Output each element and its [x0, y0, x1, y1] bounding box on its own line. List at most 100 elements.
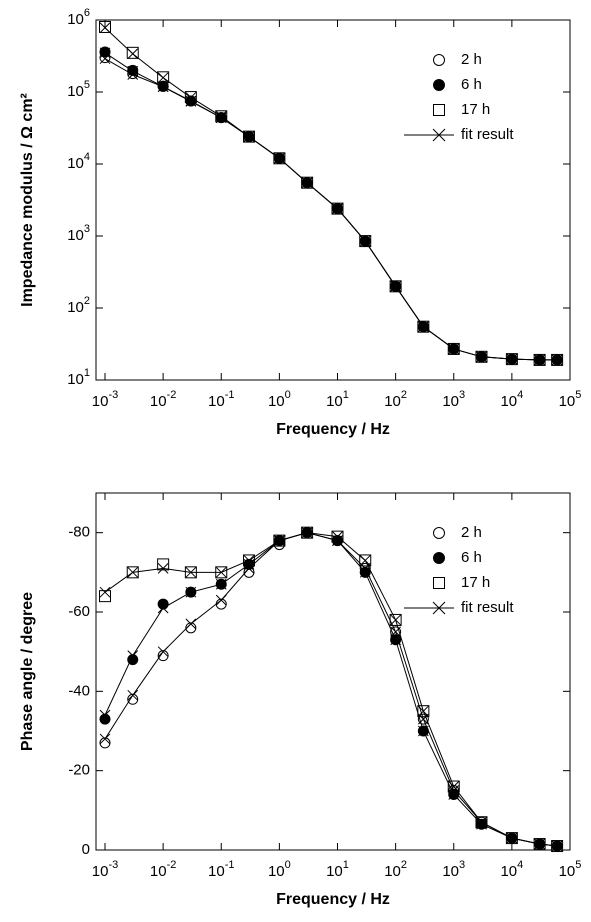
legend-label: fit result [461, 126, 514, 143]
marker [417, 713, 429, 725]
marker [185, 618, 197, 630]
marker [127, 566, 139, 578]
marker [185, 586, 197, 598]
marker [301, 177, 313, 189]
y-tick-label: 102 [67, 295, 90, 316]
marker [242, 554, 255, 567]
plot-frame [95, 19, 571, 381]
marker [99, 586, 111, 598]
x-tick-label: 104 [500, 859, 523, 880]
marker [243, 563, 255, 574]
legend-label: 6 h [461, 549, 482, 566]
marker [215, 112, 227, 124]
marker [157, 72, 169, 84]
marker [127, 654, 139, 666]
marker [185, 622, 197, 634]
x-tick-label: 102 [384, 389, 407, 410]
plot-frame [95, 492, 571, 851]
x-tick-label: 101 [326, 389, 349, 410]
y-axis-title: Phase angle / degree [19, 592, 36, 751]
marker [332, 531, 343, 542]
y-tick-label: -80 [68, 524, 90, 541]
marker [127, 65, 139, 77]
legend-symbol [433, 79, 445, 91]
marker [389, 280, 402, 293]
marker [99, 713, 111, 725]
marker [390, 634, 401, 646]
marker [127, 689, 139, 701]
y-tick-label: 103 [67, 223, 90, 244]
x-tick-label: 10-2 [150, 859, 176, 880]
legend-symbol [433, 552, 445, 564]
marker [99, 709, 111, 721]
marker [448, 789, 460, 800]
marker [127, 693, 139, 705]
x-tick-label: 101 [326, 859, 349, 880]
marker [533, 353, 546, 366]
marker [448, 785, 460, 796]
marker [390, 614, 401, 626]
marker [476, 818, 487, 830]
marker [99, 733, 111, 745]
x-tick-label: 10-1 [208, 389, 234, 410]
x-tick-label: 10-3 [92, 859, 118, 880]
marker [184, 91, 197, 104]
y-tick-label: 105 [67, 79, 90, 100]
marker [359, 554, 372, 567]
legend-symbol [433, 527, 445, 539]
legend-symbol [433, 527, 445, 539]
marker [99, 20, 112, 33]
x-tick-label: 103 [442, 389, 465, 410]
y-tick-label: 104 [67, 151, 90, 172]
y-axis-title: Impedance modulus / Ω cm² [19, 93, 36, 307]
marker [215, 110, 228, 123]
y-tick-label: 0 [82, 841, 90, 858]
marker [274, 152, 285, 164]
marker [215, 566, 228, 579]
legend-label: 6 h [461, 76, 482, 93]
marker [215, 598, 227, 610]
y-tick-label: -40 [68, 682, 90, 699]
marker [157, 558, 170, 571]
marker [274, 535, 285, 546]
marker [476, 351, 487, 363]
marker [331, 530, 344, 543]
legend-symbol [433, 577, 445, 589]
marker [243, 555, 255, 566]
marker [359, 235, 372, 248]
legend-label: 2 h [461, 524, 482, 541]
legend-symbol [432, 601, 446, 615]
marker [505, 353, 518, 366]
marker [127, 64, 139, 76]
marker [157, 650, 169, 662]
marker [157, 646, 169, 658]
marker [417, 705, 430, 718]
x-tick-label: 105 [559, 389, 582, 410]
marker [476, 816, 487, 828]
marker [99, 590, 112, 603]
legend-symbol [433, 54, 445, 66]
legend-label: fit result [461, 599, 514, 616]
x-tick-label: 102 [384, 859, 407, 880]
marker [99, 46, 111, 58]
marker [533, 838, 546, 851]
marker [505, 832, 518, 845]
marker [127, 48, 139, 60]
marker [359, 235, 371, 247]
marker [475, 816, 488, 829]
marker [301, 527, 313, 539]
x-tick-label: 100 [268, 389, 291, 410]
marker [215, 578, 227, 590]
y-tick-label: -20 [68, 762, 90, 779]
legend-label: 17 h [461, 574, 490, 591]
x-tick-label: 10-1 [208, 859, 234, 880]
marker [447, 780, 460, 793]
marker [506, 832, 518, 844]
marker [475, 350, 488, 363]
marker [551, 840, 563, 852]
marker [551, 354, 563, 366]
marker [99, 53, 111, 65]
marker [418, 725, 429, 737]
fit-line [104, 27, 558, 361]
